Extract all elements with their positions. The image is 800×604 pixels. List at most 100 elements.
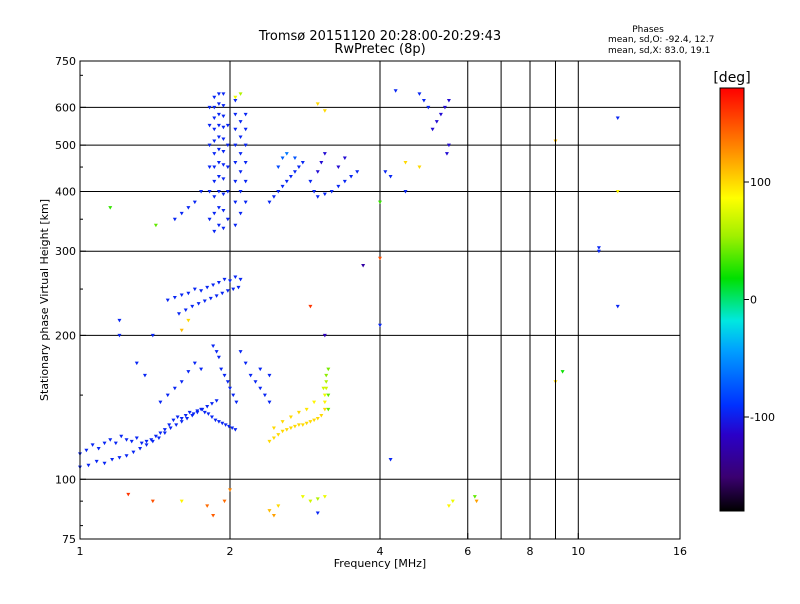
data-point <box>312 189 317 194</box>
data-point <box>403 189 408 194</box>
data-point <box>213 418 218 423</box>
data-point <box>212 127 217 132</box>
x-tick-label: 8 <box>527 545 534 558</box>
data-point <box>211 283 216 287</box>
data-point <box>225 189 230 194</box>
data-point <box>615 304 620 309</box>
data-point <box>308 179 313 184</box>
data-point <box>108 438 113 442</box>
data-point <box>150 333 155 338</box>
data-point <box>276 165 281 170</box>
data-point <box>233 143 238 148</box>
y-tick-label: 200 <box>55 329 76 342</box>
data-point <box>220 291 225 296</box>
data-point <box>183 308 188 313</box>
data-point <box>179 328 184 333</box>
data-point <box>444 152 449 156</box>
data-point <box>296 423 301 427</box>
y-tick-label: 75 <box>62 533 76 546</box>
data-point <box>233 112 238 117</box>
data-point <box>267 200 272 205</box>
data-point <box>288 174 293 179</box>
data-point <box>225 289 230 293</box>
colorbar-ticks: 100 0 -100 <box>744 176 775 424</box>
data-point <box>216 420 221 424</box>
data-point <box>209 402 214 406</box>
data-point <box>216 174 221 179</box>
data-point <box>214 294 219 298</box>
data-point <box>200 407 205 412</box>
data-point <box>212 139 217 144</box>
data-point <box>236 285 241 290</box>
data-point <box>258 367 263 372</box>
data-point <box>315 511 320 516</box>
data-point <box>472 495 477 499</box>
data-point <box>90 443 95 447</box>
data-point <box>221 163 226 167</box>
data-point <box>383 170 388 174</box>
data-point <box>174 423 179 427</box>
data-point <box>214 399 219 403</box>
data-point <box>168 426 173 431</box>
data-point <box>233 127 238 132</box>
data-point <box>179 420 184 424</box>
data-point <box>322 393 327 398</box>
data-point <box>142 373 147 378</box>
data-point <box>243 361 248 366</box>
data-point <box>308 304 313 309</box>
data-point <box>129 439 134 444</box>
data-point <box>446 143 451 148</box>
data-point <box>175 415 180 419</box>
data-point <box>267 509 272 513</box>
data-point <box>438 112 443 117</box>
data-point <box>186 370 191 374</box>
colorbar-tick-label: 100 <box>750 176 771 189</box>
data-point <box>212 152 217 156</box>
data-point <box>243 112 248 117</box>
data-point <box>102 461 107 466</box>
data-point <box>238 170 243 174</box>
data-point <box>615 189 620 194</box>
data-point <box>108 206 113 210</box>
data-point <box>216 147 221 152</box>
data-point <box>228 488 232 492</box>
data-point <box>342 179 347 184</box>
data-point <box>300 160 305 165</box>
y-tick-label: 300 <box>55 245 76 258</box>
phases-stats-o: mean, sd,O: -92.4, 12.7 <box>608 35 714 45</box>
data-point <box>228 279 232 283</box>
phases-stats-x: mean, sd,X: 83.0, 19.1 <box>608 46 710 56</box>
data-point <box>450 499 455 504</box>
data-point <box>223 423 228 427</box>
data-point <box>280 429 285 434</box>
data-point <box>86 463 91 468</box>
data-point <box>207 217 212 222</box>
data-point <box>134 361 139 366</box>
data-point <box>226 424 231 429</box>
data-point <box>212 165 217 170</box>
data-point <box>238 92 243 96</box>
data-point <box>417 92 422 96</box>
data-point <box>296 410 301 415</box>
data-point <box>322 152 327 156</box>
data-point <box>238 277 243 282</box>
data-point <box>233 428 238 432</box>
data-point <box>321 386 326 391</box>
data-point <box>179 293 184 297</box>
data-point <box>172 296 177 300</box>
data-point <box>162 428 167 432</box>
data-point <box>312 418 317 423</box>
data-point <box>315 170 320 174</box>
data-point <box>233 200 238 205</box>
data-point <box>280 420 285 424</box>
y-tick-label: 400 <box>55 185 76 198</box>
data-point <box>195 410 200 415</box>
data-point <box>216 281 221 285</box>
x-axis-ticks: 1 2 4 6 8 10 16 <box>77 61 687 558</box>
data-point <box>230 426 235 431</box>
data-point <box>288 426 293 431</box>
data-points <box>78 89 620 518</box>
data-point <box>388 174 393 179</box>
phases-heading: Phases <box>632 25 664 35</box>
